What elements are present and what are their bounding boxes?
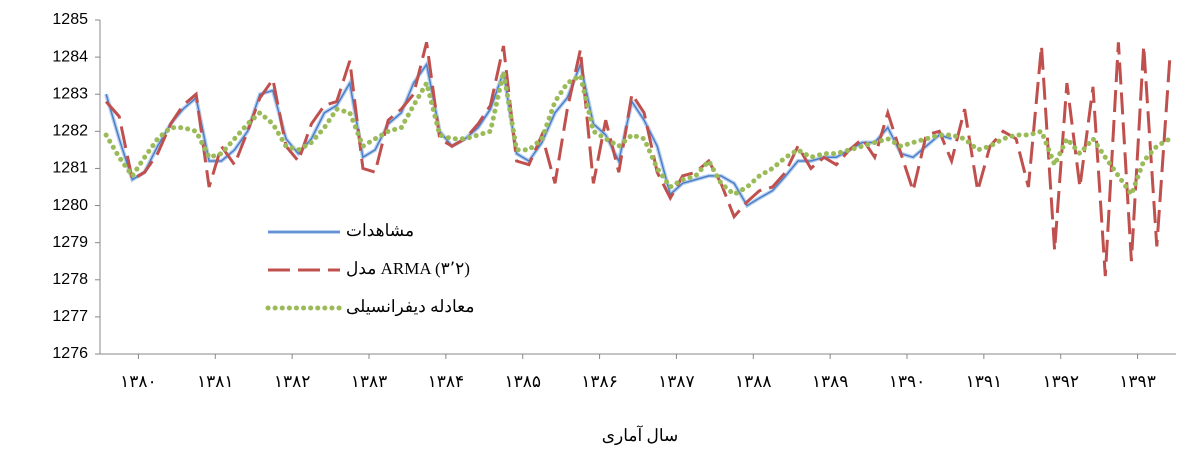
x-tick-label: ۱۳۸۲ [274, 372, 311, 391]
x-tick-label: ۱۳۸۰ [120, 372, 157, 391]
x-axis-title: سال آماری [602, 424, 679, 446]
y-tick-label: 1281 [52, 160, 88, 177]
series-line [105, 61, 952, 207]
x-tick-label: ۱۳۸۷ [658, 372, 695, 391]
x-tick-label: ۱۳۸۶ [581, 372, 618, 391]
y-tick-label: 1277 [52, 308, 88, 325]
y-tick-label: 1283 [52, 85, 88, 102]
y-tick-label: 1278 [52, 271, 88, 288]
legend-label: مشاهدات [346, 221, 414, 240]
y-tick-label: 1284 [52, 48, 88, 65]
y-tick-label: 1280 [52, 197, 88, 214]
x-tick-label: ۱۳۹۰ [889, 372, 926, 391]
y-tick-label: 1282 [52, 123, 88, 140]
x-tick-label: ۱۳۸۵ [504, 372, 541, 391]
x-tick-label: ۱۳۸۳ [351, 372, 388, 391]
series-line [103, 71, 1173, 200]
legend-label: مدل ARMA (۳٬۲) [346, 259, 470, 278]
x-tick-label: ۱۳۹۳ [1119, 372, 1156, 391]
x-tick-label: ۱۳۹۲ [1042, 372, 1079, 391]
x-tick-label: ۱۳۸۱ [197, 372, 234, 391]
x-tick-label: ۱۳۸۴ [428, 372, 465, 391]
series-line [104, 41, 1172, 277]
x-tick-label: ۱۳۹۱ [966, 372, 1003, 391]
y-tick-label: 1285 [52, 11, 88, 28]
x-tick-label: ۱۳۸۸ [735, 372, 772, 391]
y-tick-label: 1276 [52, 345, 88, 362]
legend-label: معادله دیفرانسیلی [346, 297, 474, 317]
series-line-halo [104, 57, 953, 209]
x-tick-label: ۱۳۸۹ [812, 372, 849, 391]
y-tick-label: 1279 [52, 234, 88, 251]
